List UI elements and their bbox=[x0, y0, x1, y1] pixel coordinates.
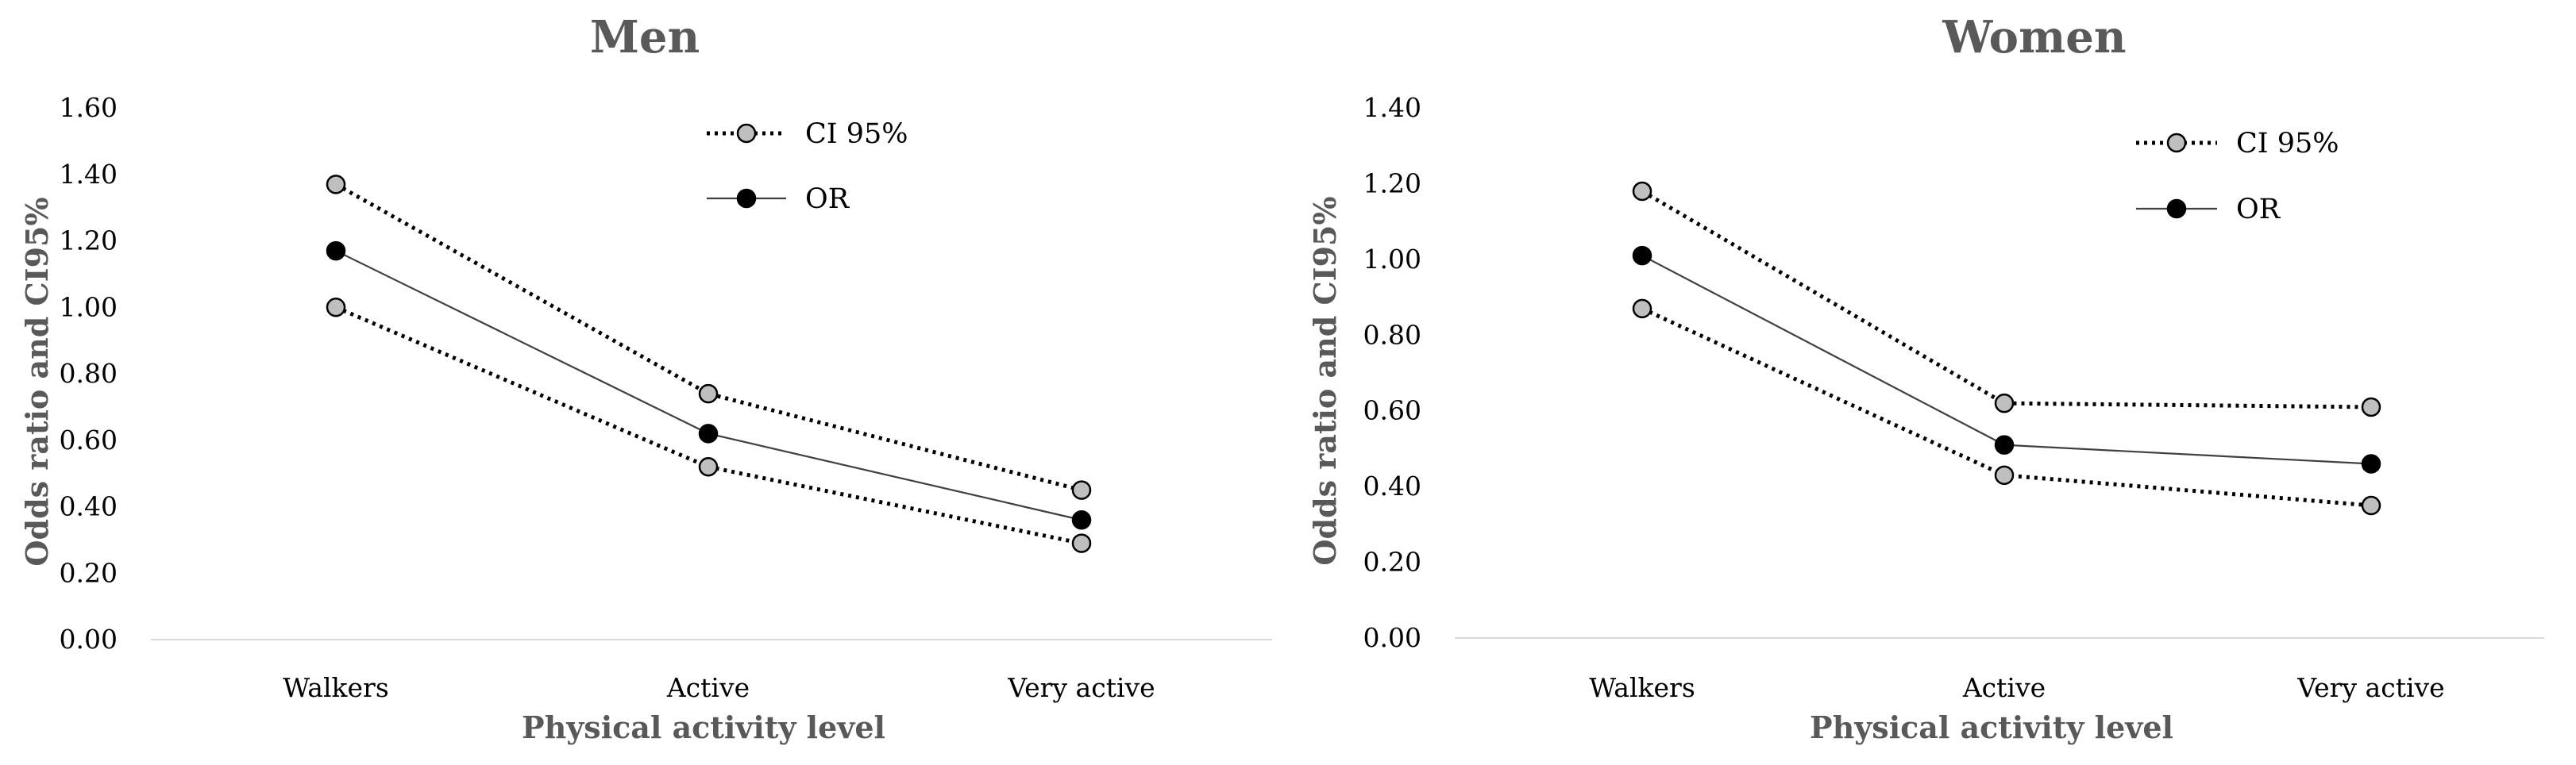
x-axis-title: Physical activity level bbox=[1810, 709, 2173, 745]
legend-or-label: OR bbox=[2236, 194, 2281, 225]
x-tick-label: Very active bbox=[2296, 672, 2444, 703]
series-line-upper bbox=[334, 183, 1082, 492]
data-point-upper bbox=[2361, 397, 2381, 417]
chart-title: Women bbox=[1942, 11, 2126, 63]
y-tick-label: 0.60 bbox=[1363, 395, 1421, 426]
data-point-lower bbox=[2361, 495, 2381, 516]
y-tick-label: 0.40 bbox=[1363, 471, 1421, 502]
y-tick-label: 1.00 bbox=[60, 291, 118, 322]
chart-women-svg: Women 0.00 0.20 0.40 0.60 0.80 1.00 1.20 1.40 Wal… bbox=[1307, 11, 2544, 745]
legend-ci-marker bbox=[2166, 133, 2187, 153]
x-tick-label: Walkers bbox=[1589, 672, 1695, 703]
data-point-or bbox=[698, 424, 719, 444]
y-tick-label: 1.20 bbox=[60, 225, 118, 256]
data-point-or bbox=[1994, 435, 2015, 455]
data-point-lower bbox=[1071, 533, 1092, 553]
legend-ci-label: CI 95% bbox=[805, 118, 908, 150]
data-point-lower bbox=[326, 298, 346, 317]
chart-men: Men 0.00 0.20 0.40 0.60 0.80 1.00 1.20 1.40 1.60 W… bbox=[19, 11, 1272, 745]
legend-or-label: OR bbox=[805, 183, 850, 215]
legend-or-marker bbox=[2166, 198, 2187, 219]
y-tick-label: 0.20 bbox=[1363, 547, 1421, 578]
y-tick-label: 1.40 bbox=[1363, 92, 1421, 123]
y-tick-label: 1.60 bbox=[60, 92, 118, 123]
x-tick-label: Active bbox=[1962, 672, 2046, 703]
y-tick-label: 1.00 bbox=[1363, 244, 1421, 275]
y-axis-title: Odds ratio and CI95% bbox=[19, 197, 55, 566]
y-tick-label: 0.00 bbox=[60, 624, 118, 655]
data-point-lower bbox=[1994, 465, 2015, 486]
data-point-upper bbox=[1632, 181, 1652, 202]
y-tick-label: 1.40 bbox=[60, 159, 118, 190]
y-tick-label: 1.20 bbox=[1363, 167, 1421, 198]
y-tick-label: 0.20 bbox=[60, 557, 118, 588]
x-tick-label: Very active bbox=[1007, 672, 1155, 703]
data-point-or bbox=[326, 240, 346, 261]
legend-or-marker bbox=[736, 188, 757, 209]
y-tick-label: 0.80 bbox=[60, 358, 118, 389]
y-tick-label: 0.80 bbox=[1363, 319, 1421, 350]
y-axis-title: Odds ratio and CI95% bbox=[1307, 196, 1343, 565]
y-tick-label: 0.60 bbox=[60, 425, 118, 456]
x-axis-title: Physical activity level bbox=[522, 709, 885, 745]
chart-men-svg: Men 0.00 0.20 0.40 0.60 0.80 1.00 1.20 1.40 1.60 W… bbox=[19, 11, 1272, 745]
data-point-upper bbox=[1071, 480, 1092, 500]
y-tick-label: 0.00 bbox=[1363, 622, 1421, 653]
chart-women: Women 0.00 0.20 0.40 0.60 0.80 1.00 1.20 1.40 Wal… bbox=[1288, 0, 2576, 765]
legend-ci-marker bbox=[736, 123, 757, 144]
x-tick-label: Active bbox=[666, 672, 750, 703]
data-point-or bbox=[2361, 454, 2381, 474]
data-point-lower bbox=[1632, 298, 1652, 319]
legend-ci-label: CI 95% bbox=[2236, 128, 2339, 160]
data-point-or bbox=[1071, 510, 1092, 530]
data-point-upper bbox=[698, 383, 719, 404]
data-point-upper bbox=[326, 175, 346, 194]
y-tick-label: 0.40 bbox=[60, 491, 118, 522]
data-point-upper bbox=[1994, 393, 2015, 413]
chart-title: Men bbox=[590, 11, 700, 63]
x-tick-label: Walkers bbox=[283, 672, 389, 703]
data-point-lower bbox=[698, 457, 719, 477]
data-point-or bbox=[1632, 245, 1652, 266]
